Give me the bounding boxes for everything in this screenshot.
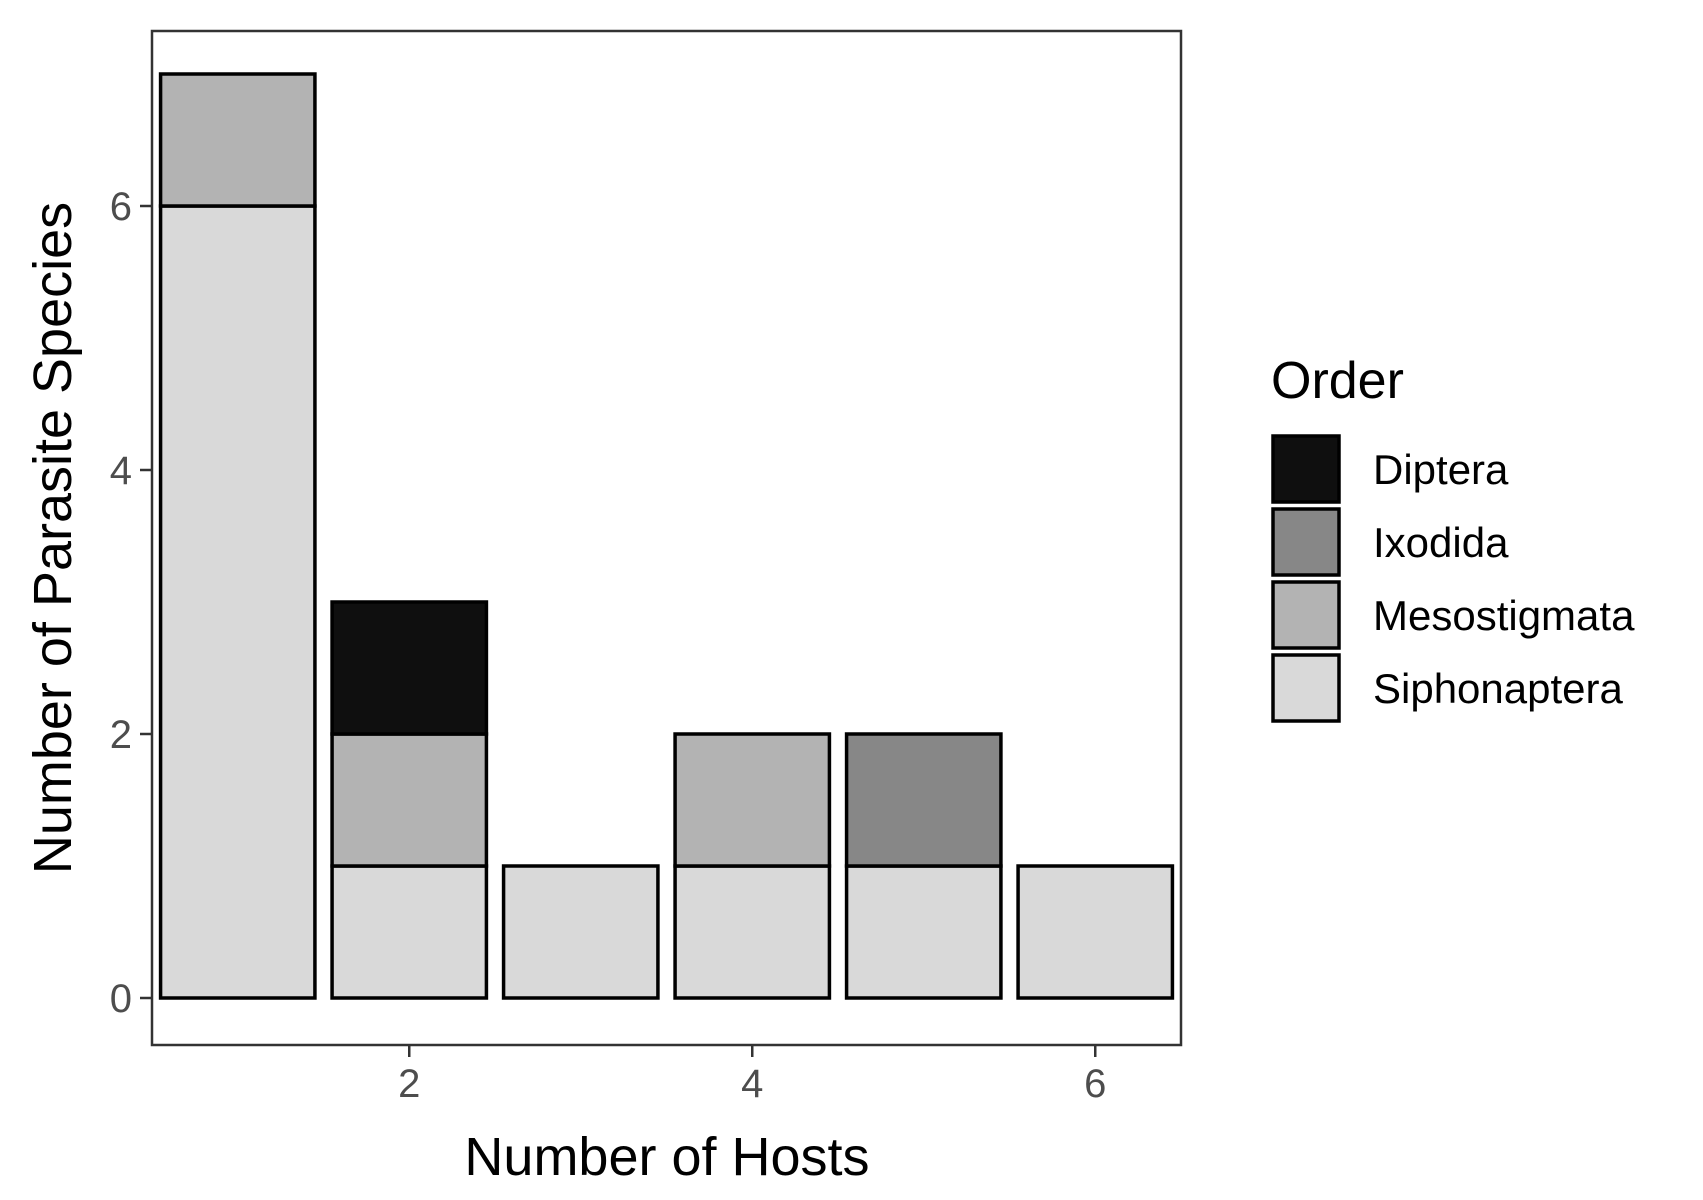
bar-1-mesostigmata [158,72,317,208]
legend-key-diptera [1271,434,1341,504]
y-tick-label: 4 [110,449,132,493]
legend-label-siphonaptera: Siphonaptera [1373,665,1624,712]
y-tick-label: 0 [110,977,132,1021]
bar-3-siphonaptera [501,864,660,1000]
x-tick-label: 2 [398,1062,420,1106]
x-tick-label: 4 [741,1062,763,1106]
bar-2-mesostigmata [330,732,489,868]
bar-5-siphonaptera [844,864,1003,1000]
legend-key-siphonaptera [1271,653,1341,723]
legend-label-ixodida: Ixodida [1373,519,1509,566]
bar-2-siphonaptera [330,864,489,1000]
bar-2-diptera [330,600,489,736]
bar-5-ixodida [844,732,1003,868]
axes-group: 0 2 4 6 2 4 6 [110,185,1107,1106]
legend-title: Order [1271,352,1404,410]
bars-group [158,72,1175,1000]
plot-panel [150,29,1183,1047]
legend-key-mesostigmata [1271,580,1341,650]
x-tick-label: 6 [1084,1062,1106,1106]
x-axis-title: Number of Hosts [464,1127,869,1187]
legend-key-ixodida [1271,507,1341,577]
bar-4-mesostigmata [673,732,832,868]
y-tick-label: 6 [110,185,132,229]
legend: Diptera Ixodida Mesostigmata Siphonaptera [1271,434,1635,723]
y-axis-title: Number of Parasite Species [23,202,83,874]
bar-1-siphonaptera [158,204,317,1000]
legend-label-mesostigmata: Mesostigmata [1373,592,1635,639]
bar-4-siphonaptera [673,864,832,1000]
legend-label-diptera: Diptera [1373,446,1509,493]
y-tick-label: 2 [110,713,132,757]
bar-6-siphonaptera [1016,864,1175,1000]
